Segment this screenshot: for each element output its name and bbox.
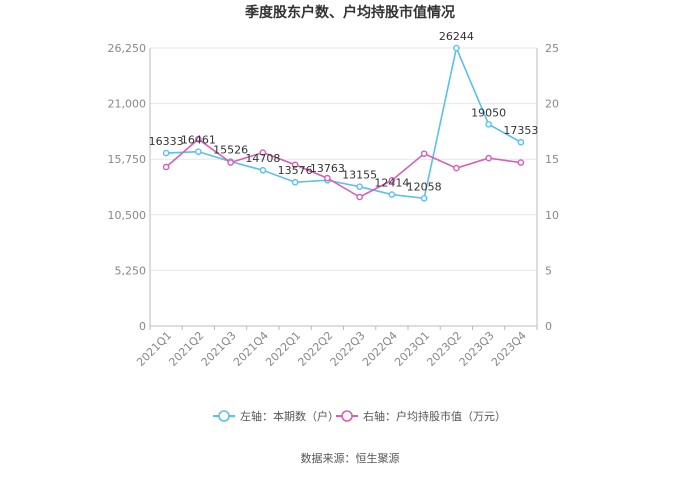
data-point [485,120,492,128]
right-tick-label: 20 [545,98,559,111]
data-label: 26244 [439,30,474,43]
axes: 0 5,250 10,500 15,750 21,000 26,250 0 5 10 15 20 25… [108,42,560,369]
chart-title: 季度股东户数、户均持股市值情况 [244,4,455,21]
data-point [453,164,460,172]
data-label: 14708 [245,152,280,165]
data-point [324,174,331,182]
right-tick-label: 0 [545,320,552,333]
data-label: 19050 [471,106,506,119]
legend-label: 右轴：户均持股市值（万元） [363,409,506,423]
data-label: 12414 [374,177,409,190]
legend-swatch-marker [218,410,230,422]
data-point [356,193,363,201]
series-line-1 [165,138,521,198]
legend-swatch-marker [341,410,353,422]
data-point [517,159,525,166]
data-label: 16461 [181,134,216,147]
data-point [227,159,234,166]
source-note: 数据来源：恒生聚源 [301,451,400,465]
data-point [195,135,202,143]
data-point [259,149,267,156]
legend-label: 左轴：本期数（户） [240,409,339,423]
data-point [453,44,460,52]
data-point [420,195,428,202]
data-point [485,154,492,162]
data-point [162,163,170,171]
right-tick-label: 10 [545,209,559,222]
left-tick-label: 0 [139,320,146,333]
data-point [388,177,396,184]
left-tick-label: 15,750 [108,153,147,166]
left-tick-label: 21,000 [108,98,147,111]
left-tick-label: 26,250 [108,42,147,55]
data-labels: 1633316461155261470813576137631315512414… [149,30,539,193]
data-label: 13576 [278,164,313,177]
data-point [356,183,363,190]
data-point [291,178,299,186]
data-point [388,191,396,198]
data-label: 15526 [213,144,248,157]
data-point [195,148,202,155]
legend: 左轴：本期数（户） 右轴：户均持股市值（万元） [213,409,506,423]
series-lines [162,44,525,202]
data-point [259,166,267,174]
data-label: 12058 [407,180,442,193]
data-point [162,149,170,157]
right-tick-label: 5 [545,264,552,277]
data-label: 13155 [342,169,377,182]
data-label: 13763 [310,162,345,175]
right-tick-label: 15 [545,153,559,166]
series-line-0 [166,45,522,200]
data-label: 16333 [149,135,184,148]
x-tick-label: 2023Q4 [489,329,529,369]
data-point [517,138,525,146]
data-point [420,150,428,157]
data-point [291,161,299,169]
left-tick-label: 10,500 [108,209,147,222]
data-label: 17353 [503,124,538,137]
right-tick-label: 25 [545,42,559,55]
left-tick-label: 5,250 [115,264,147,277]
